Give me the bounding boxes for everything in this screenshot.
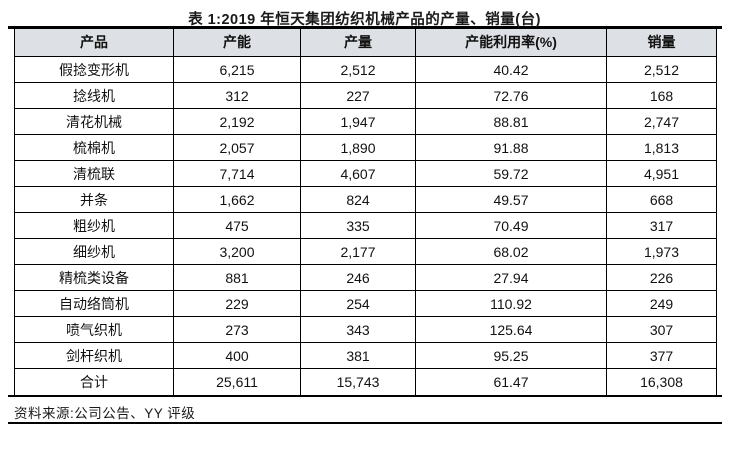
value-cell: 226 [606,264,717,291]
table-header: 产品 产能 产量 产能利用率(%) 销量 [14,28,717,57]
value-cell: 91.88 [415,134,607,161]
value-cell: 377 [606,342,717,369]
value-cell: 6,215 [173,56,301,83]
product-name-cell: 假捻变形机 [14,56,174,83]
product-name-cell: 剑杆织机 [14,342,174,369]
value-cell: 2,192 [173,108,301,135]
column-header: 产能利用率(%) [415,28,607,57]
value-cell: 125.64 [415,316,607,343]
value-cell: 249 [606,290,717,317]
product-name-cell: 并条 [14,186,174,213]
table-row: 精梳类设备 881 246 27.94 226 [14,264,717,291]
value-cell: 381 [300,342,416,369]
value-cell: 4,607 [300,160,416,187]
product-name-cell: 细纱机 [14,238,174,265]
top-rule [8,26,722,29]
value-cell: 824 [300,186,416,213]
table-body: 假捻变形机 6,215 2,512 40.42 2,512 捻线机 312 227 72.76 1… [14,56,717,395]
value-cell: 59.72 [415,160,607,187]
header-row: 产品 产能 产量 产能利用率(%) 销量 [14,28,717,57]
value-cell: 335 [300,212,416,239]
table-row: 梳棉机 2,057 1,890 91.88 1,813 [14,134,717,161]
table-row: 剑杆织机 400 381 95.25 377 [14,342,717,369]
table-row: 自动络筒机 229 254 110.92 249 [14,290,717,317]
value-cell: 307 [606,316,717,343]
value-cell: 1,947 [300,108,416,135]
value-cell: 343 [300,316,416,343]
product-name-cell: 清梳联 [14,160,174,187]
table-row: 并条 1,662 824 49.57 668 [14,186,717,213]
column-header: 产量 [300,28,416,57]
value-cell: 1,813 [606,134,717,161]
product-name-cell: 精梳类设备 [14,264,174,291]
value-cell: 2,512 [606,56,717,83]
value-cell: 246 [300,264,416,291]
value-cell: 72.76 [415,82,607,109]
value-cell: 7,714 [173,160,301,187]
product-name-cell: 喷气织机 [14,316,174,343]
value-cell: 317 [606,212,717,239]
value-cell: 1,890 [300,134,416,161]
column-header: 销量 [606,28,717,57]
table-row: 粗纱机 475 335 70.49 317 [14,212,717,239]
value-cell: 61.47 [415,368,607,395]
source-note: 资料来源:公司公告、YY 评级 [14,406,196,421]
production-sales-table: 产品 产能 产量 产能利用率(%) 销量 假捻变形机 6,215 2,512 40.42 2,5… [14,28,717,395]
value-cell: 227 [300,82,416,109]
value-cell: 110.92 [415,290,607,317]
value-cell: 95.25 [415,342,607,369]
value-cell: 3,200 [173,238,301,265]
value-cell: 312 [173,82,301,109]
value-cell: 27.94 [415,264,607,291]
product-name-cell: 粗纱机 [14,212,174,239]
product-name-cell: 捻线机 [14,82,174,109]
value-cell: 168 [606,82,717,109]
value-cell: 70.49 [415,212,607,239]
value-cell: 254 [300,290,416,317]
value-cell: 68.02 [415,238,607,265]
value-cell: 49.57 [415,186,607,213]
value-cell: 1,973 [606,238,717,265]
column-header: 产能 [173,28,301,57]
value-cell: 16,308 [606,368,717,395]
table-row: 清梳联 7,714 4,607 59.72 4,951 [14,160,717,187]
page-bottom-rule [8,422,722,424]
value-cell: 2,747 [606,108,717,135]
table-row: 喷气织机 273 343 125.64 307 [14,316,717,343]
table-row: 捻线机 312 227 72.76 168 [14,82,717,109]
table-row: 细纱机 3,200 2,177 68.02 1,973 [14,238,717,265]
value-cell: 4,951 [606,160,717,187]
value-cell: 25,611 [173,368,301,395]
value-cell: 273 [173,316,301,343]
product-name-cell: 自动络筒机 [14,290,174,317]
value-cell: 668 [606,186,717,213]
value-cell: 881 [173,264,301,291]
value-cell: 2,512 [300,56,416,83]
value-cell: 15,743 [300,368,416,395]
value-cell: 400 [173,342,301,369]
product-name-cell: 梳棉机 [14,134,174,161]
value-cell: 2,057 [173,134,301,161]
column-header: 产品 [14,28,174,57]
value-cell: 40.42 [415,56,607,83]
table-row: 假捻变形机 6,215 2,512 40.42 2,512 [14,56,717,83]
value-cell: 2,177 [300,238,416,265]
value-cell: 88.81 [415,108,607,135]
product-name-cell: 清花机械 [14,108,174,135]
product-name-cell: 合计 [14,368,174,395]
table-row: 清花机械 2,192 1,947 88.81 2,747 [14,108,717,135]
table-bottom-rule [8,394,722,397]
value-cell: 475 [173,212,301,239]
table-title: 表 1:2019 年恒天集团纺织机械产品的产量、销量(台) [188,12,541,28]
total-row: 合计 25,611 15,743 61.47 16,308 [14,368,717,395]
value-cell: 1,662 [173,186,301,213]
value-cell: 229 [173,290,301,317]
